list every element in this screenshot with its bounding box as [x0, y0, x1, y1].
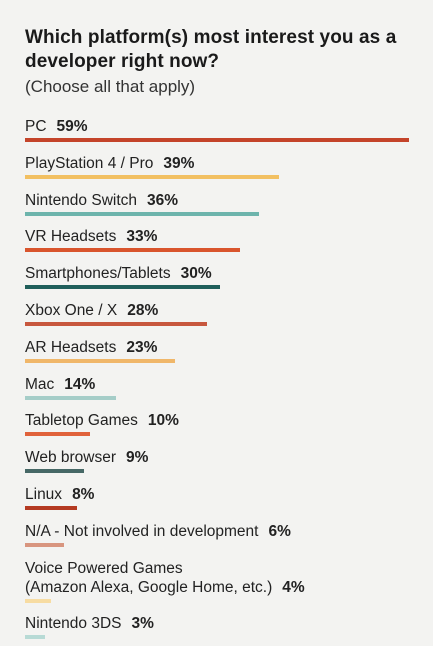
value-label: 28%	[127, 302, 159, 319]
category-label: Voice Powered Games	[25, 559, 425, 578]
category-label: Nintendo Switch 36%	[25, 191, 425, 210]
category-label-text: Xbox One / X	[25, 302, 118, 319]
category-label-text: Mac	[25, 375, 55, 393]
bar-row: Nintendo Switch 36%	[25, 191, 425, 216]
bar-row: PlayStation 4 / Pro 39%	[25, 154, 425, 179]
bar	[25, 469, 84, 474]
value-label: 6%	[268, 522, 291, 540]
category-label-text: PC	[25, 118, 47, 135]
bar	[25, 635, 45, 640]
category-label: Web browser 9%	[25, 448, 425, 467]
category-label: PC 59%	[25, 117, 425, 136]
category-label-text: Tabletop Games	[25, 412, 138, 430]
bar-row: VR Headsets 33%	[25, 227, 425, 253]
category-label: (Amazon Alexa, Google Home, etc.) 4%	[25, 578, 425, 597]
value-label: 36%	[147, 191, 179, 209]
bar-row: PC 59%	[25, 117, 425, 142]
category-label: Mac 14%	[25, 375, 425, 394]
bar-row: Nintendo 3DS 3%	[25, 614, 425, 640]
bar-row: Xbox One / X 28%	[25, 301, 425, 326]
bar	[25, 211, 259, 216]
category-label: PlayStation 4 / Pro 39%	[25, 154, 425, 173]
category-label-text: Linux	[25, 486, 63, 503]
category-label: VR Headsets 33%	[25, 227, 425, 246]
category-label-text: N/A - Not involved in development	[25, 522, 259, 540]
value-label: 23%	[126, 338, 158, 356]
bar	[25, 174, 279, 179]
value-label: 8%	[72, 486, 95, 503]
bar-row: Web browser 9%	[25, 448, 425, 474]
category-label: N/A - Not involved in development 6%	[25, 522, 425, 541]
bar-row: Linux 8%	[25, 485, 425, 510]
bar	[25, 138, 409, 142]
category-label-text: Smartphones/Tablets	[25, 265, 171, 283]
value-label: 3%	[131, 615, 154, 633]
category-label-text: Nintendo Switch	[25, 191, 138, 209]
bar-row: Tabletop Games 10%	[25, 411, 425, 437]
chart-subtitle: (Choose all that apply)	[25, 77, 196, 96]
category-label-text: Voice Powered Games	[25, 559, 183, 577]
bar-row: Mac 14%	[25, 375, 425, 400]
value-label: 30%	[180, 265, 212, 283]
bar	[25, 395, 116, 400]
chart-title: Which platform(s) most interest you as a…	[25, 27, 397, 72]
category-label-text: (Amazon Alexa, Google Home, etc.)	[25, 578, 273, 596]
category-label-text: VR Headsets	[25, 228, 117, 246]
category-label-text: AR Headsets	[25, 338, 117, 356]
bar-row: Smartphones/Tablets 30%	[25, 264, 425, 290]
bar	[25, 598, 51, 603]
category-label-text: Nintendo 3DS	[25, 615, 122, 633]
bar	[25, 506, 77, 510]
category-label-text: Web browser	[25, 449, 117, 467]
category-label: AR Headsets 23%	[25, 338, 425, 357]
value-label: 10%	[147, 412, 179, 430]
bar	[25, 542, 64, 547]
category-label: Xbox One / X 28%	[25, 301, 425, 320]
bar	[25, 248, 240, 253]
bar	[25, 432, 90, 437]
category-label: Linux 8%	[25, 485, 425, 504]
bar	[25, 358, 175, 363]
bar-row: AR Headsets 23%	[25, 338, 425, 363]
value-label: 4%	[282, 578, 305, 596]
value-label: 9%	[126, 449, 149, 467]
category-label-text: PlayStation 4 / Pro	[25, 154, 154, 172]
category-label: Nintendo 3DS 3%	[25, 614, 425, 633]
bar	[25, 285, 220, 290]
bar	[25, 322, 207, 326]
bar-row: Voice Powered Games (Amazon Alexa, Google…	[25, 559, 425, 603]
value-label: 39%	[163, 154, 195, 172]
category-label: Tabletop Games 10%	[25, 411, 425, 430]
value-label: 33%	[126, 228, 158, 246]
bar-row: N/A - Not involved in development 6%	[25, 522, 425, 547]
value-label: 14%	[64, 375, 96, 393]
category-label: Smartphones/Tablets 30%	[25, 264, 425, 283]
value-label: 59%	[56, 118, 88, 135]
